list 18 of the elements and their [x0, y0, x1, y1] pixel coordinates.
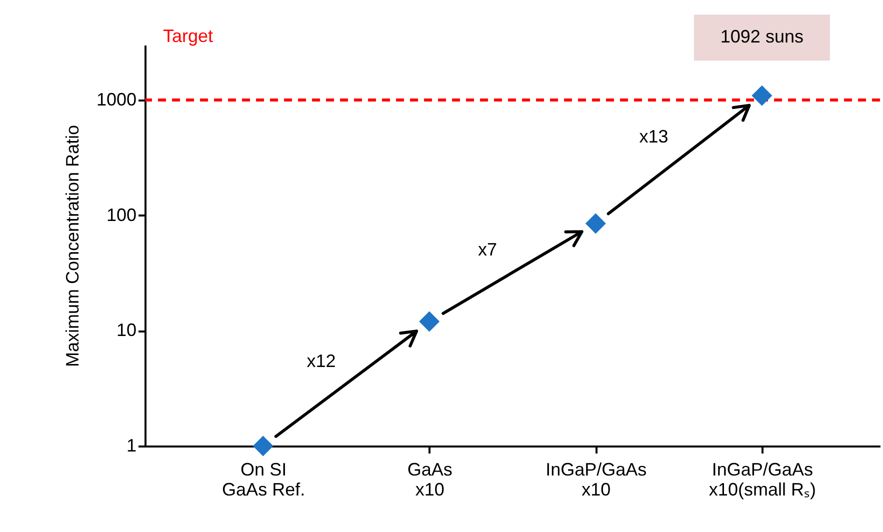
x-tick-label: GaAs x10: [407, 460, 452, 500]
y-tick-label: 1: [126, 436, 136, 456]
point: [252, 436, 274, 456]
y-axis-title: Maximum Concentration Ratio: [62, 124, 82, 368]
y-tick-label: 1000: [96, 90, 136, 110]
y-tick-label: 100: [106, 204, 136, 225]
data-label: 1092 suns: [720, 26, 804, 47]
point: [752, 85, 772, 106]
x-tick-label: InGaP/GaAs x10(small Rₛ): [708, 460, 816, 500]
annotation: x13: [639, 126, 668, 147]
y-tick-label: 10: [116, 320, 136, 340]
x-tick-label: On SI GaAs Ref.: [222, 460, 306, 500]
ref-line-label: Target: [163, 26, 214, 46]
annotation: x12: [306, 350, 336, 371]
point: [419, 311, 440, 332]
x-tick-label: InGaP/GaAs x10: [546, 460, 647, 500]
annotation: x7: [478, 240, 498, 260]
point: [585, 213, 606, 234]
